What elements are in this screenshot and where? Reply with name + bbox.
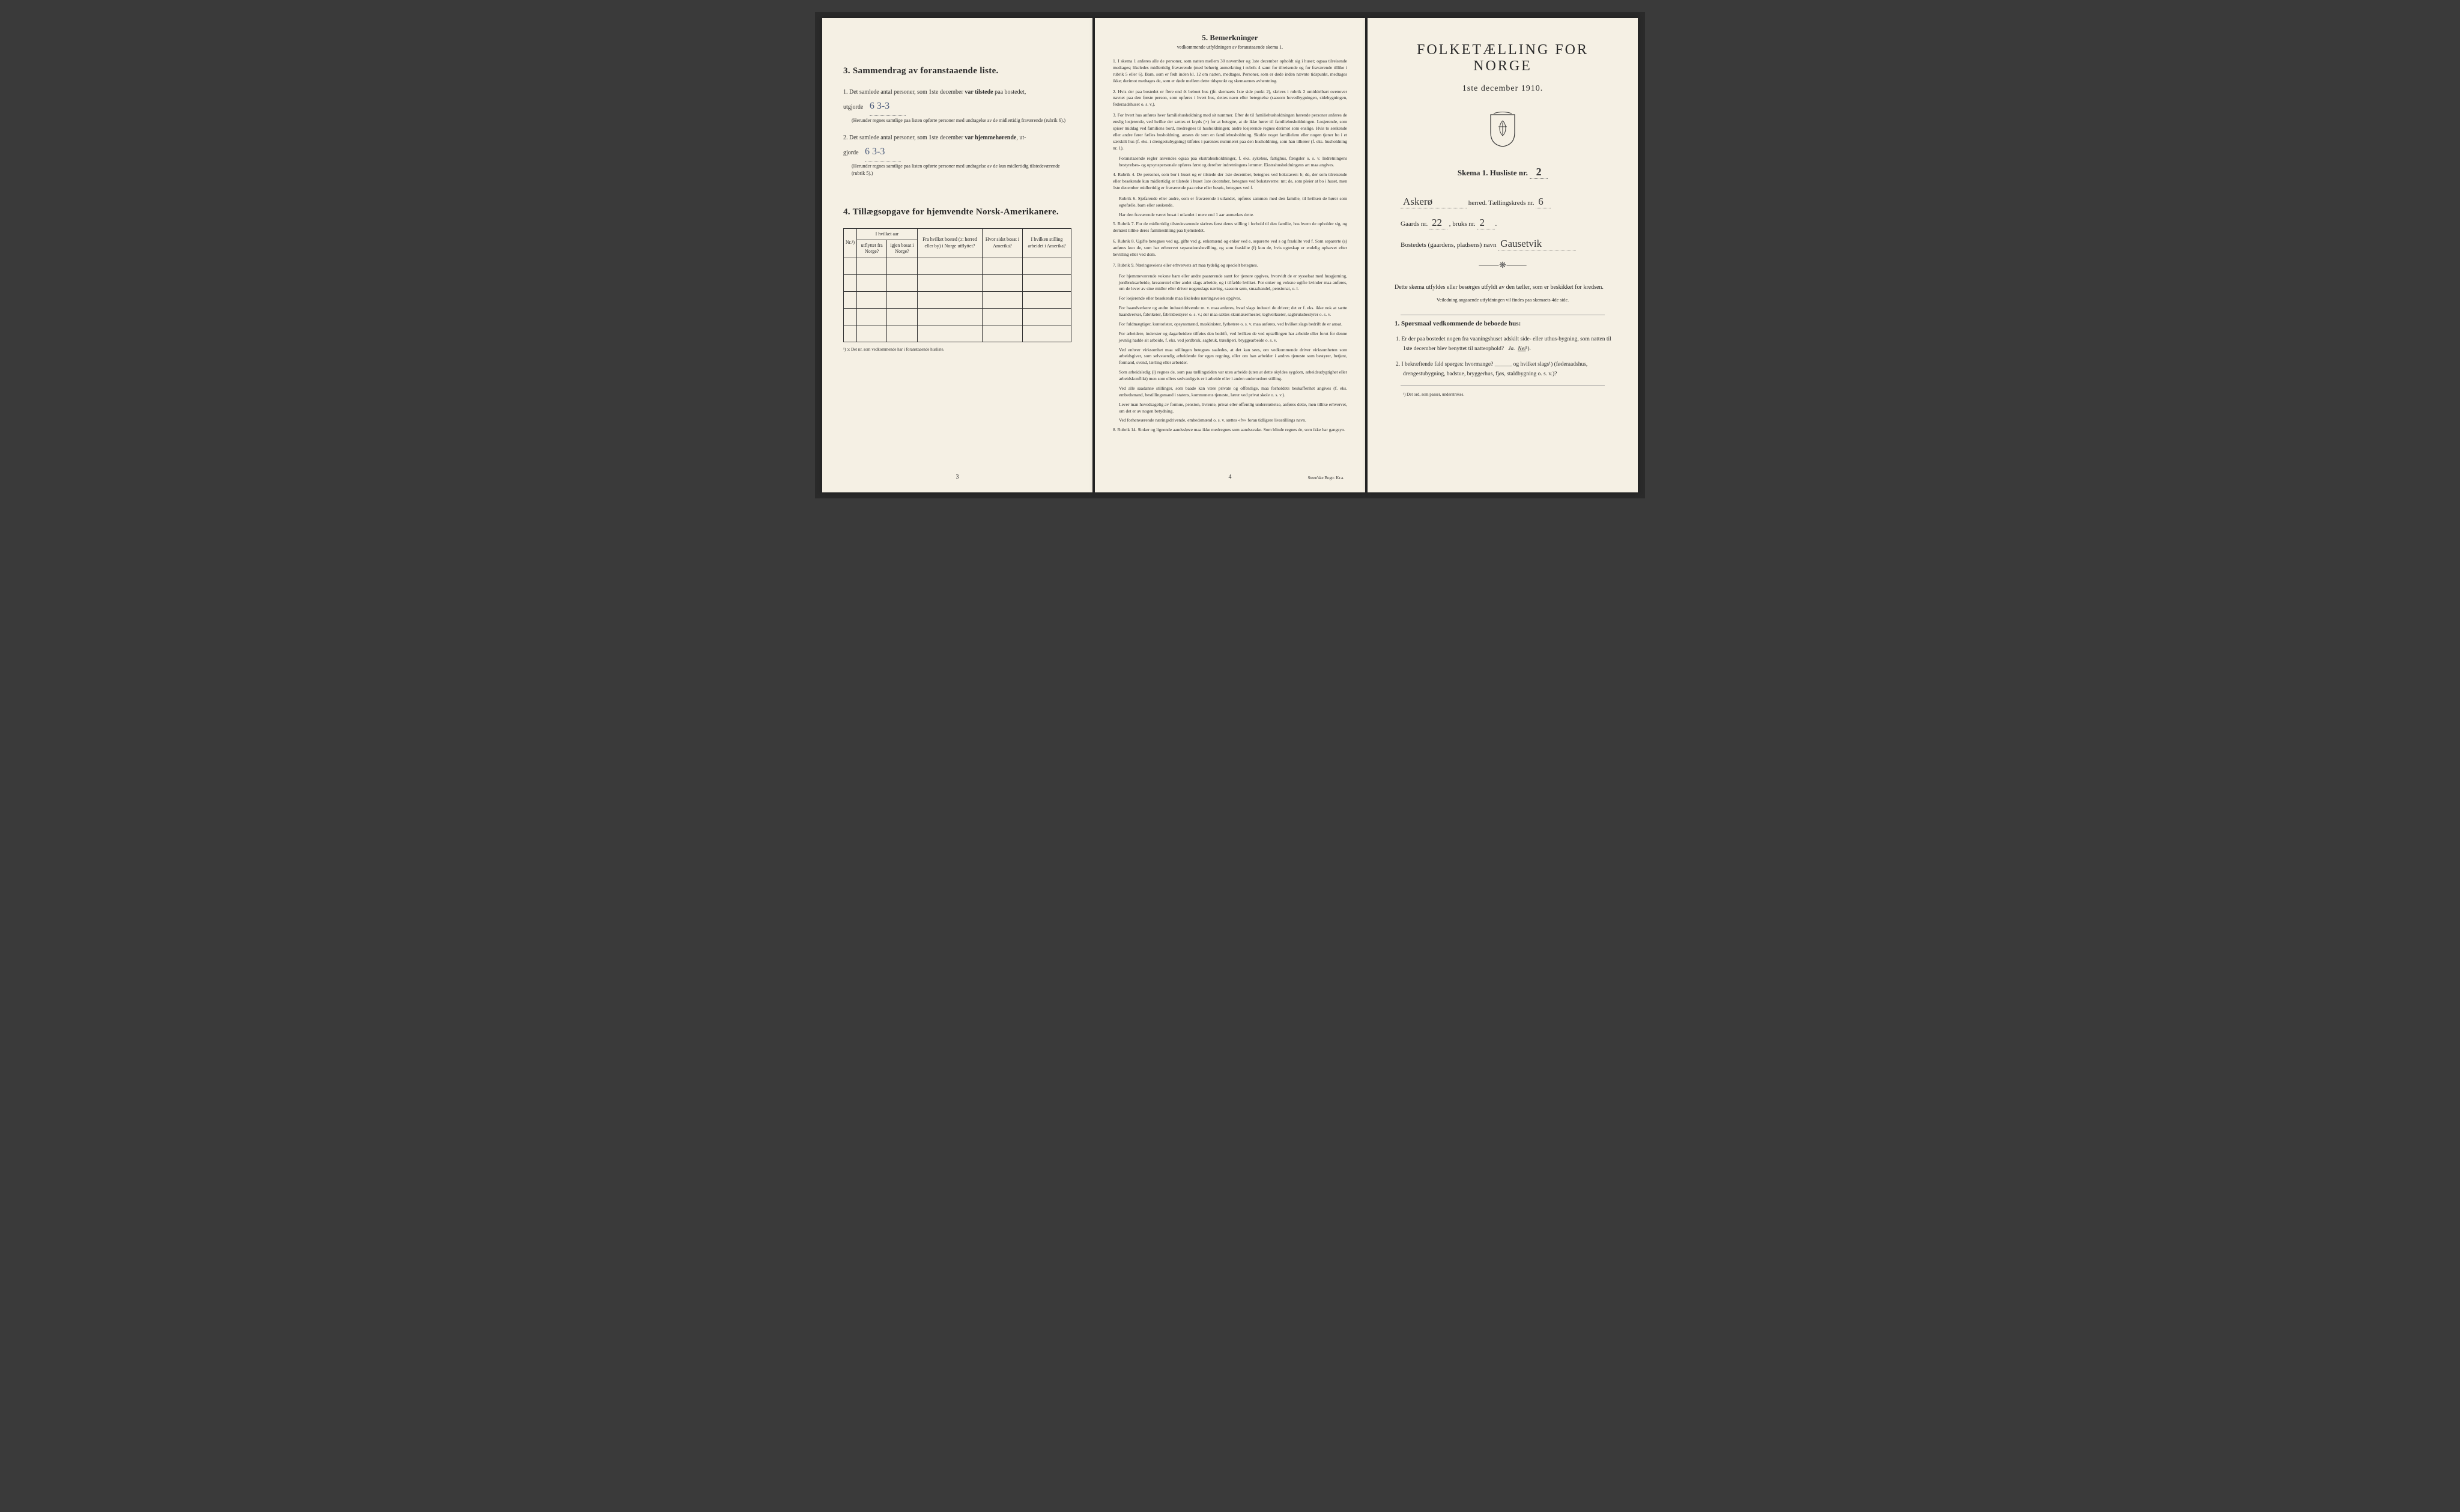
printer-mark: Steen'ske Bogtr. Kr.a. bbox=[1307, 476, 1344, 480]
census-document: 3. Sammendrag av foranstaaende liste. 1.… bbox=[815, 12, 1645, 498]
remark-7-sub-5: Ved enhver virksomhet maa stillingen bet… bbox=[1119, 347, 1347, 367]
remark-5: 5. Rubrik 7. For de midlertidig tilstede… bbox=[1113, 221, 1347, 234]
husliste-number: 2 bbox=[1530, 166, 1548, 179]
remark-7-sub-3: For fuldmægtiger, kontorister, opsynsmæn… bbox=[1119, 321, 1347, 328]
col-from: Fra hvilket bosted (ɔ: herred eller by) … bbox=[917, 228, 982, 258]
bosted-label: Bostedets (gaardens, pladsens) navn bbox=[1401, 241, 1496, 249]
remark-3-sub: Foranstaaende regler anvendes ogsaa paa … bbox=[1119, 156, 1347, 169]
skema-line: Skema 1. Husliste nr. 2 bbox=[1389, 166, 1617, 179]
section-3-title: 3. Sammendrag av foranstaaende liste. bbox=[843, 66, 1071, 76]
item2-value: 6 3-3 bbox=[865, 144, 901, 162]
footnote-p3: ¹) Det ord, som passer, understrekes. bbox=[1389, 392, 1617, 397]
remark-7-sub-2: For haandverkere og andre industridriven… bbox=[1119, 305, 1347, 318]
bruk-value: 2 bbox=[1477, 217, 1495, 229]
remark-2: 2. Hvis der paa bostedet er flere end ét… bbox=[1113, 89, 1347, 109]
kreds-value: 6 bbox=[1536, 196, 1551, 208]
remark-7-sub-7: Ved alle saadanne stillinger, som baade … bbox=[1119, 386, 1347, 399]
page-number-4: 4 bbox=[1229, 474, 1232, 480]
item2-prefix: 2. Det samlede antal personer, som 1ste … bbox=[843, 135, 965, 141]
bosted-line: Bostedets (gaardens, pladsens) navn Gaus… bbox=[1389, 238, 1617, 250]
remark-6: 6. Rubrik 8. Ugifte betegnes ved ug, gif… bbox=[1113, 238, 1347, 258]
page-3: 3. Sammendrag av foranstaaende liste. 1.… bbox=[822, 18, 1092, 492]
question-2: 2. I bekræftende fald spørges: hvormange… bbox=[1389, 360, 1617, 379]
ornament-icon: ⸻❋⸻ bbox=[1389, 259, 1617, 271]
census-date: 1ste december 1910. bbox=[1389, 84, 1617, 94]
fill-instruction: Dette skema utfyldes eller besørges utfy… bbox=[1389, 283, 1617, 292]
section-5-title: 5. Bemerkninger bbox=[1113, 33, 1347, 43]
page-1-title: FOLKETÆLLING FOR NORGE 1ste december 191… bbox=[1368, 18, 1638, 492]
remark-7-sub-4: For arbeidere, inderster og dagarbeidere… bbox=[1119, 331, 1347, 344]
question-1: 1. Er der paa bostedet nogen fra vaaning… bbox=[1389, 334, 1617, 354]
item1-value: 6 3-3 bbox=[870, 98, 906, 116]
col-nr: Nr.¹) bbox=[844, 228, 857, 258]
section-3-summary: 3. Sammendrag av foranstaaende liste. 1.… bbox=[843, 66, 1071, 177]
remark-7-sub-6: Som arbeidsledig (l) regnes de, som paa … bbox=[1119, 369, 1347, 383]
herred-line: Askerø herred. Tællingskreds nr. 6 bbox=[1389, 196, 1617, 208]
col-position: I hvilken stilling arbeidet i Amerika? bbox=[1023, 228, 1071, 258]
q1-nei: Nei bbox=[1518, 346, 1525, 352]
emigrant-table: Nr.¹) I hvilket aar Fra hvilket bosted (… bbox=[843, 228, 1071, 342]
remark-8: 8. Rubrik 14. Sinker og lignende aandssl… bbox=[1113, 427, 1347, 434]
page-4: 5. Bemerkninger vedkommende utfyldningen… bbox=[1095, 18, 1365, 492]
summary-item-1: 1. Det samlede antal personer, som 1ste … bbox=[843, 87, 1071, 124]
question-header: 1. Spørsmaal vedkommende de beboede hus: bbox=[1389, 320, 1617, 327]
remark-4: 4. Rubrik 4. De personer, som bor i huse… bbox=[1113, 172, 1347, 192]
herred-value: Askerø bbox=[1401, 196, 1467, 208]
col-returned: igjen bosat i Norge? bbox=[887, 240, 918, 258]
fill-instruction-small: Veiledning angaaende utfyldningen vil fi… bbox=[1389, 297, 1617, 303]
table-footnote: ¹) ɔ: Det nr. som vedkommende har i fora… bbox=[843, 347, 1071, 352]
item1-prefix: 1. Det samlede antal personer, som 1ste … bbox=[843, 89, 965, 95]
item1-note: (Herunder regnes samtlige paa listen opf… bbox=[852, 117, 1071, 124]
section-5-subtitle: vedkommende utfyldningen av foranstaaend… bbox=[1113, 44, 1347, 50]
summary-item-2: 2. Det samlede antal personer, som 1ste … bbox=[843, 133, 1071, 177]
col-group-year: I hvilket aar bbox=[857, 228, 918, 240]
remark-7-sub-9: Ved forhenværende næringsdrivende, embed… bbox=[1119, 417, 1347, 424]
remark-7-sub-1: For losjerende eller besøkende maa likel… bbox=[1119, 295, 1347, 302]
q1-text: 1. Er der paa bostedet nogen fra vaaning… bbox=[1396, 336, 1611, 352]
section-4-title: 4. Tillægsopgave for hjemvendte Norsk-Am… bbox=[843, 207, 1071, 217]
census-title: FOLKETÆLLING FOR NORGE bbox=[1389, 42, 1617, 74]
gaard-value: 22 bbox=[1429, 217, 1447, 229]
remark-1: 1. I skema 1 anføres alle de personer, s… bbox=[1113, 58, 1347, 85]
remark-4-sub2: Har den fraværende været bosat i utlande… bbox=[1119, 212, 1347, 219]
gaard-label: Gaards nr. bbox=[1401, 220, 1428, 228]
item1-suffix: paa bostedet, bbox=[993, 89, 1026, 95]
remark-3: 3. For hvert hus anføres hver familiehus… bbox=[1113, 112, 1347, 151]
col-where: Hvor sidst bosat i Amerika? bbox=[983, 228, 1023, 258]
q1-suffix: ¹). bbox=[1525, 346, 1530, 352]
bruk-label: , bruks nr. bbox=[1449, 220, 1476, 228]
remark-4-sub1: Rubrik 6. Sjøfarende eller andre, som er… bbox=[1119, 196, 1347, 209]
remark-7-sub-8: Lever man hovedsagelig av formue, pensio… bbox=[1119, 402, 1347, 415]
item2-bold: var hjemmehørende bbox=[965, 135, 1016, 141]
section-4-emigrants: 4. Tillægsopgave for hjemvendte Norsk-Am… bbox=[843, 207, 1071, 352]
emigrant-table-body bbox=[844, 258, 1071, 342]
page-number-3: 3 bbox=[956, 474, 959, 480]
item2-line2: gjorde bbox=[843, 150, 859, 156]
item2-note: (Herunder regnes samtlige paa listen opf… bbox=[852, 163, 1071, 177]
q1-ja: Ja. bbox=[1508, 346, 1515, 352]
bosted-value: Gausetvik bbox=[1498, 238, 1576, 250]
gaard-line: Gaards nr. 22 , bruks nr. 2. bbox=[1389, 217, 1617, 229]
item1-line2: utgjorde bbox=[843, 104, 863, 110]
skema-label: Skema 1. Husliste nr. bbox=[1458, 168, 1528, 177]
item2-suffix: , ut- bbox=[1016, 135, 1026, 141]
remark-7-sub-0: For hjemmeværende voksne barn eller andr… bbox=[1119, 273, 1347, 293]
item1-bold: var tilstede bbox=[965, 89, 993, 95]
remark-7: 7. Rubrik 9. Næringsveiens eller erhverv… bbox=[1113, 262, 1347, 269]
herred-label: herred. Tællingskreds nr. bbox=[1468, 199, 1534, 207]
col-emigrated: utflyttet fra Norge? bbox=[857, 240, 887, 258]
norway-coat-of-arms-icon bbox=[1488, 112, 1518, 148]
